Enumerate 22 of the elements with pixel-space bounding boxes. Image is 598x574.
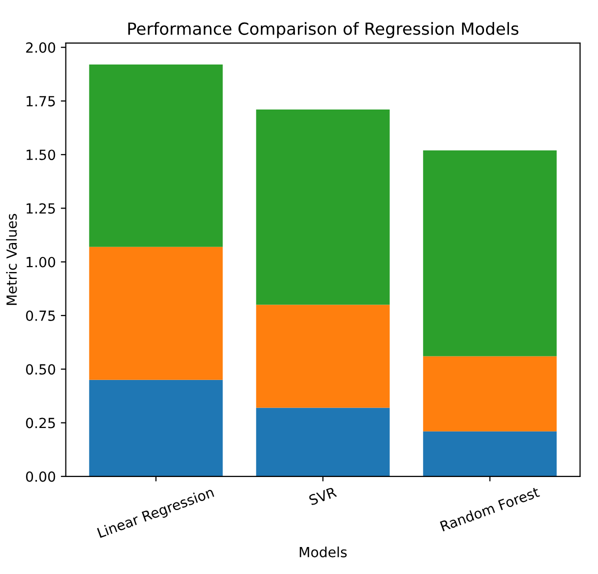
y-tick-label: 2.00 — [26, 42, 56, 53]
bar — [423, 356, 557, 432]
x-tick-label: SVR — [308, 486, 338, 506]
bar — [89, 380, 223, 476]
chart-title: Performance Comparison of Regression Models — [128, 22, 518, 38]
bar — [423, 431, 557, 476]
bar — [89, 64, 223, 247]
y-tick-label: 1.25 — [26, 203, 55, 214]
bar — [256, 304, 390, 408]
x-axis-title: Models — [300, 546, 347, 558]
y-tick-label: 0.25 — [26, 418, 55, 428]
y-tick-label: 1.75 — [26, 96, 55, 106]
y-axis-title: Metric Values — [6, 214, 17, 305]
y-tick-label: 0.75 — [26, 310, 55, 321]
y-tick-label: 0.50 — [26, 364, 56, 375]
y-tick-label: 0.00 — [26, 471, 56, 482]
bar — [256, 408, 390, 476]
bar — [256, 110, 390, 305]
bar — [89, 246, 223, 380]
bar — [423, 150, 557, 356]
y-tick-label: 1.50 — [26, 150, 56, 160]
y-tick-label: 1.00 — [26, 256, 56, 268]
